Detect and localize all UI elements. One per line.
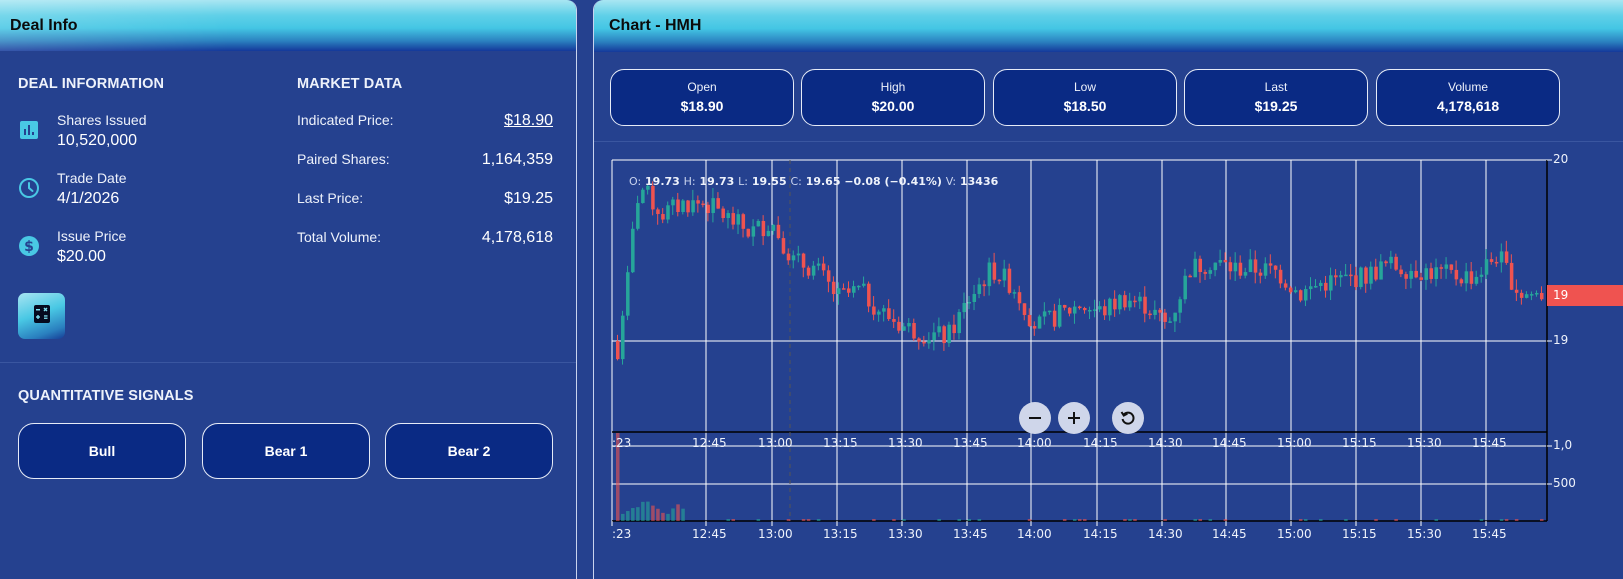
stat-last-label: Last [1264, 79, 1288, 94]
issue-price-value: $20.00 [57, 248, 106, 265]
shares-issued-label: Shares Issued [57, 112, 147, 128]
info-issue-price: $ Issue Price $20.00 [18, 227, 126, 269]
reset-zoom-button[interactable] [1112, 402, 1144, 434]
deal-info-panel: Deal Info DEAL INFORMATION MARKET DATA S… [0, 0, 577, 579]
dollar-circle-icon: $ [18, 235, 40, 257]
paired-shares-label: Paired Shares: [297, 151, 390, 167]
clock-icon [18, 177, 40, 199]
total-volume-value: 4,178,618 [481, 229, 553, 246]
shares-issued-value: 10,520,000 [57, 132, 138, 149]
deal-info-title: Deal Info [10, 16, 78, 34]
stat-last-value: $19.25 [1254, 97, 1298, 114]
reset-icon [1120, 411, 1135, 425]
stat-volume-value: 4,178,618 [1436, 97, 1500, 114]
deal-info-header: Deal Info [0, 0, 576, 51]
indicated-price-link[interactable]: $18.90 [504, 112, 553, 129]
stats-divider [594, 141, 1623, 142]
chart-title: Chart - HMH [609, 17, 702, 34]
signal-bear2-button[interactable]: Bear 2 [385, 423, 553, 479]
zoom-out-button[interactable] [1019, 402, 1051, 434]
svg-text:$: $ [24, 239, 34, 255]
issue-price-label: Issue Price [57, 228, 127, 244]
stat-low-value: $18.50 [1063, 97, 1107, 114]
stat-low-label: Low [1073, 79, 1096, 94]
stat-open-label: Open [687, 79, 717, 94]
trade-date-value: 4/1/2026 [57, 190, 120, 207]
market-data-heading: MARKET DATA [297, 76, 403, 92]
market-row-indicated-price: Indicated Price: $18.90 [297, 112, 553, 130]
deal-information-heading: DEAL INFORMATION [18, 76, 165, 92]
stat-card-open[interactable]: Open $18.90 [610, 69, 794, 126]
zoom-in-button[interactable] [1058, 402, 1090, 434]
stat-card-volume[interactable]: Volume 4,178,618 [1376, 69, 1560, 126]
stat-card-last[interactable]: Last $19.25 [1184, 69, 1368, 126]
signal-bear1-button[interactable]: Bear 1 [202, 423, 370, 479]
indicated-price-label: Indicated Price: [297, 112, 394, 128]
bar-chart-icon [18, 119, 40, 141]
stat-card-low[interactable]: Low $18.50 [993, 69, 1177, 126]
signal-bull-button[interactable]: Bull [18, 423, 186, 479]
calculator-icon [33, 304, 50, 328]
minus-icon [1029, 417, 1041, 419]
stat-open-value: $18.90 [680, 97, 724, 114]
market-row-last-price: Last Price: $19.25 [297, 190, 553, 208]
stat-high-label: High [880, 79, 906, 94]
chart-header: Chart - HMH [594, 0, 1623, 52]
calculator-button[interactable] [18, 293, 65, 339]
stat-volume-label: Volume [1447, 79, 1489, 94]
trade-date-label: Trade Date [57, 170, 127, 186]
stat-card-high[interactable]: High $20.00 [801, 69, 985, 126]
last-price-value: $19.25 [504, 190, 553, 207]
market-row-paired-shares: Paired Shares: 1,164,359 [297, 151, 553, 169]
last-price-label: Last Price: [297, 190, 364, 206]
quantitative-signals-heading: QUANTITATIVE SIGNALS [18, 388, 194, 404]
paired-shares-value: 1,164,359 [481, 151, 553, 168]
section-divider [0, 362, 576, 363]
total-volume-label: Total Volume: [297, 229, 382, 245]
stat-high-value: $20.00 [871, 97, 915, 114]
info-shares-issued: Shares Issued 10,520,000 [18, 111, 147, 153]
market-row-total-volume: Total Volume: 4,178,618 [297, 229, 553, 247]
info-trade-date: Trade Date 4/1/2026 [18, 169, 127, 211]
plus-icon [1068, 412, 1080, 424]
